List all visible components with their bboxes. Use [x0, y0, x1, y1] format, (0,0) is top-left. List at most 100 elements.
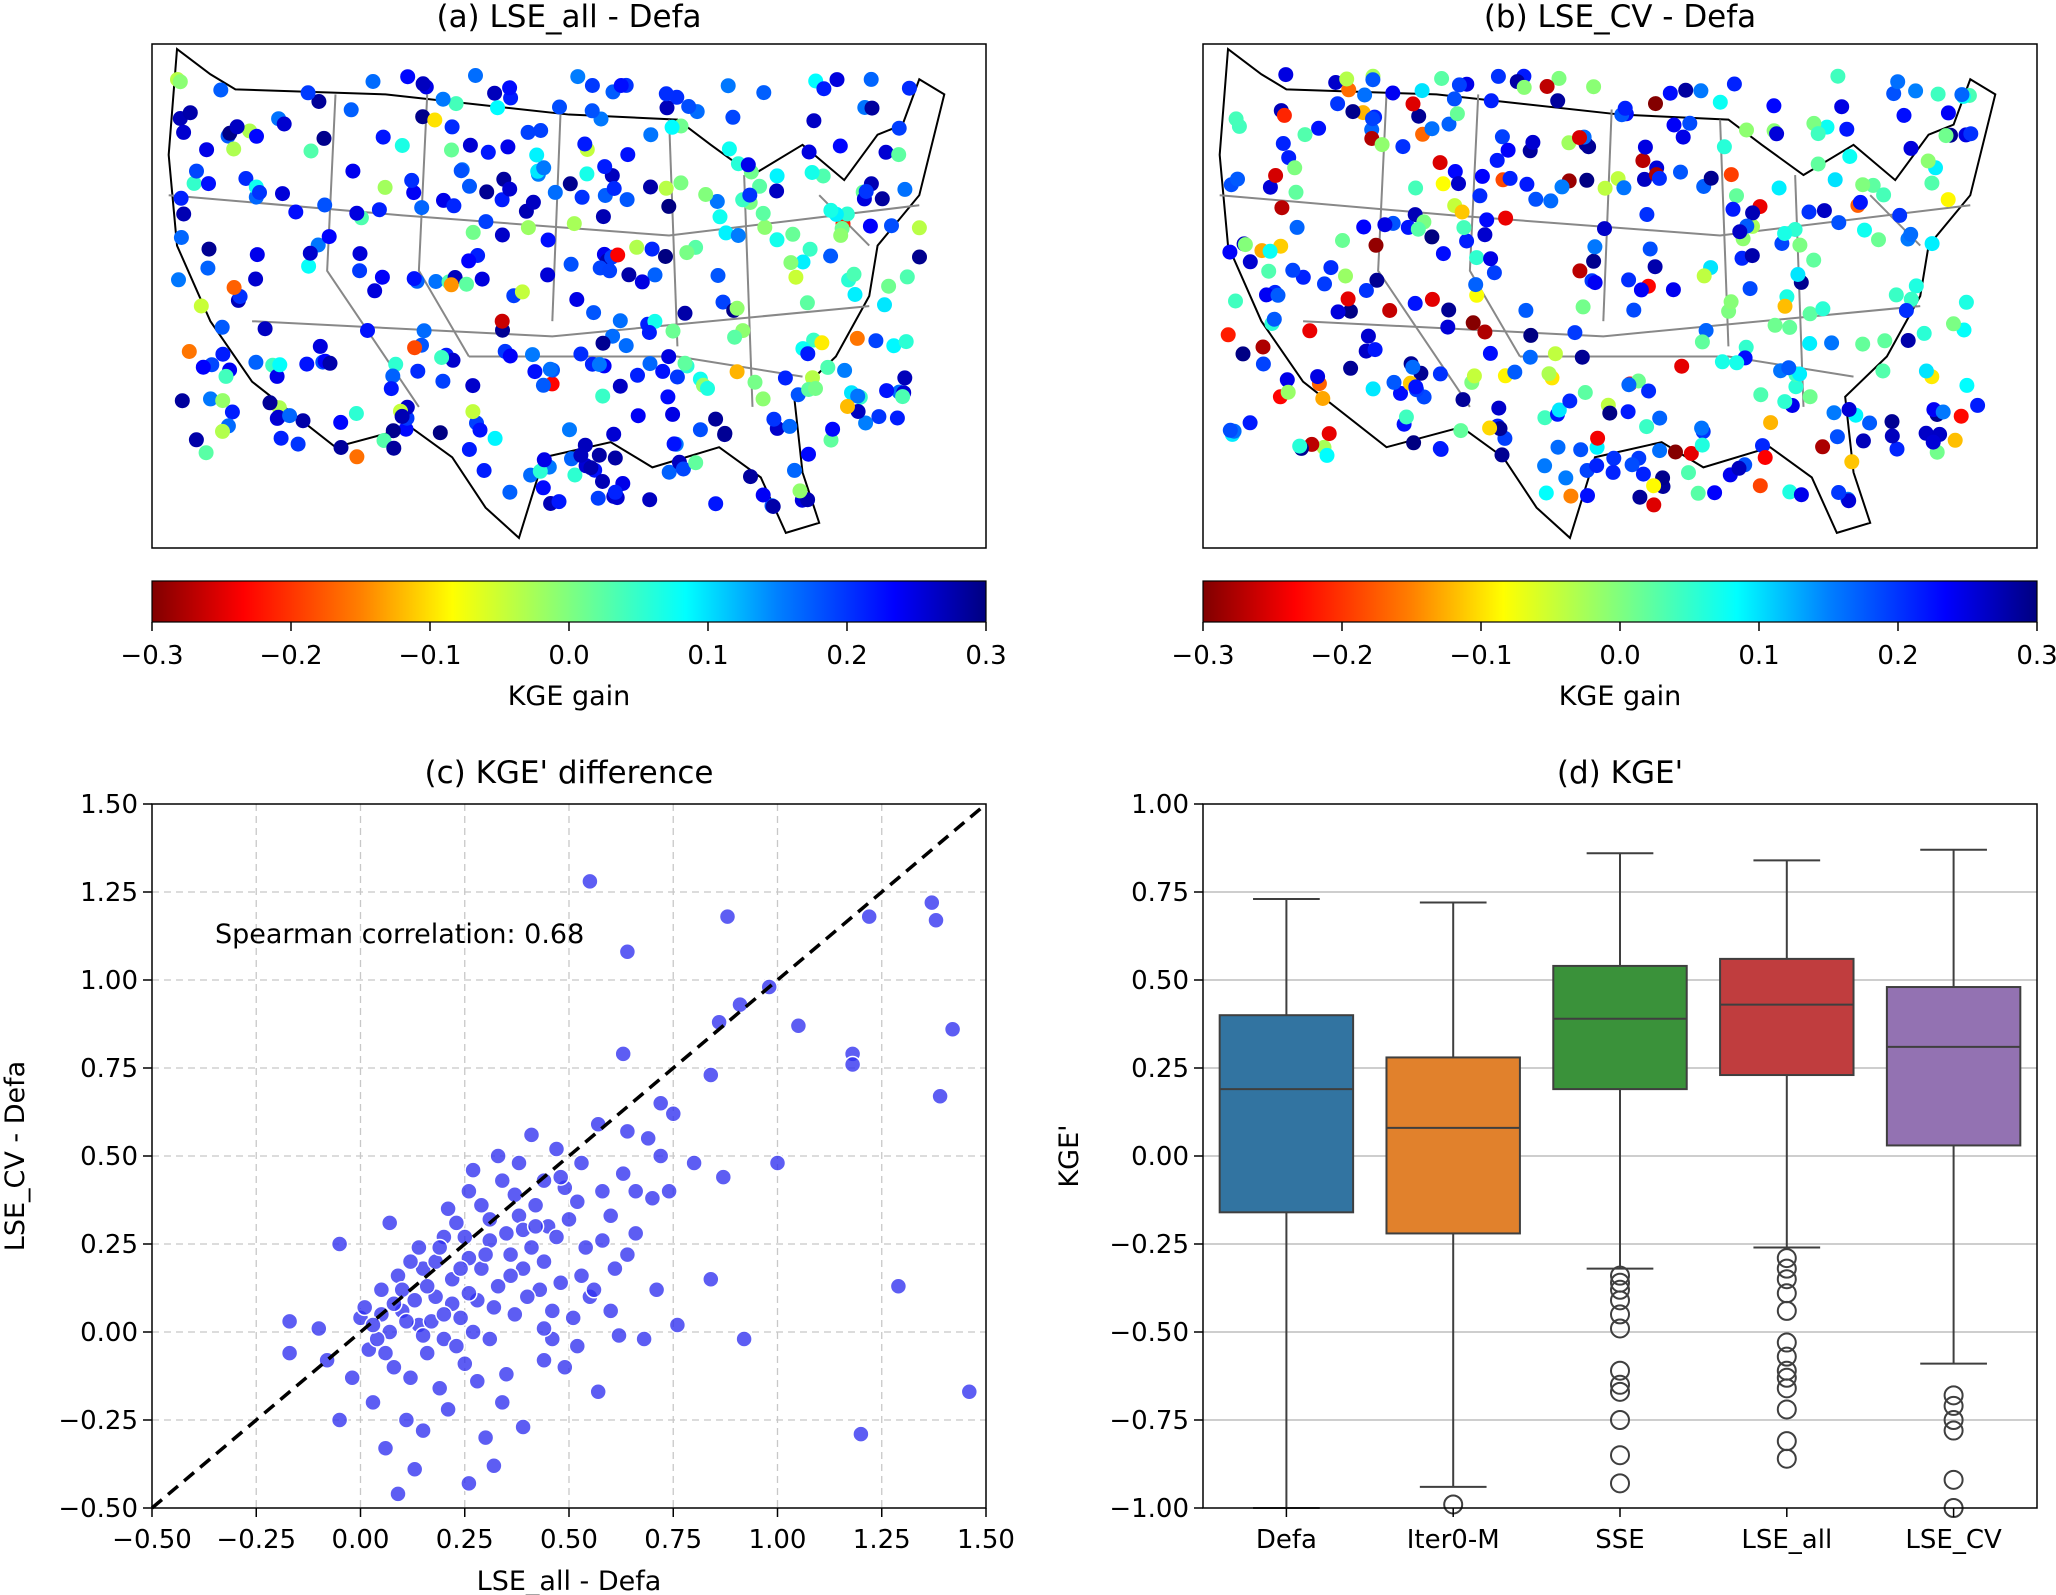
station-marker	[1302, 323, 1318, 339]
station-marker	[595, 335, 611, 351]
station-marker	[445, 352, 461, 368]
station-marker	[1810, 156, 1826, 172]
station-marker	[562, 422, 577, 438]
station-marker	[173, 190, 189, 206]
scatter-point	[430, 1379, 449, 1398]
station-marker	[1855, 177, 1871, 193]
station-marker	[1729, 188, 1744, 204]
x-tick-label: 1.00	[749, 1525, 807, 1555]
station-marker	[574, 189, 590, 205]
station-marker	[597, 159, 613, 175]
station-marker	[718, 225, 734, 241]
station-marker	[801, 446, 816, 462]
y-tick-label: −0.50	[1109, 1318, 1189, 1348]
station-marker	[1424, 121, 1440, 137]
station-marker	[1793, 487, 1809, 503]
station-marker	[1855, 336, 1871, 352]
station-marker	[1639, 207, 1655, 222]
station-marker	[613, 78, 629, 93]
outlier-marker	[1610, 1381, 1630, 1402]
scatter-point	[280, 1312, 299, 1331]
station-marker	[1739, 122, 1754, 138]
station-marker	[1723, 294, 1739, 310]
station-marker	[1826, 405, 1842, 421]
station-marker	[352, 246, 368, 262]
box-defa	[1218, 898, 1355, 1509]
station-marker	[1935, 404, 1951, 420]
station-marker	[536, 452, 552, 468]
station-marker	[1459, 233, 1475, 249]
station-marker	[1323, 260, 1339, 276]
station-marker	[1498, 210, 1514, 226]
station-marker	[1844, 454, 1860, 470]
station-marker	[465, 224, 481, 240]
scatter-point	[451, 1309, 470, 1327]
station-marker	[1732, 224, 1748, 240]
station-marker	[1590, 430, 1606, 446]
scatter-point	[526, 1217, 545, 1236]
station-marker	[886, 338, 902, 354]
station-marker	[1871, 232, 1886, 248]
y-tick-label: 1.50	[80, 790, 138, 820]
station-marker	[1731, 460, 1747, 476]
station-marker	[630, 367, 645, 383]
station-marker	[783, 255, 799, 271]
station-marker	[1903, 226, 1919, 242]
station-marker	[1729, 355, 1745, 371]
scatter-point	[931, 1087, 949, 1105]
station-marker	[1777, 298, 1793, 314]
station-marker	[669, 369, 685, 385]
station-marker	[1472, 188, 1488, 204]
x-tick-label: LSE_CV	[1905, 1525, 2002, 1555]
station-marker	[1297, 127, 1313, 143]
station-marker	[494, 227, 510, 243]
scatter-point	[464, 1161, 482, 1179]
scatter-point	[518, 1288, 537, 1306]
station-marker	[1632, 489, 1648, 505]
station-marker	[1682, 115, 1698, 131]
outlier-marker	[1776, 1332, 1797, 1353]
station-marker	[1946, 316, 1961, 332]
station-marker	[642, 356, 658, 372]
station-marker	[1938, 128, 1954, 144]
scatter-point	[280, 1344, 299, 1362]
scatter-point	[514, 1418, 532, 1436]
station-marker	[1646, 478, 1662, 494]
outlier-marker	[1776, 1448, 1797, 1469]
station-marker	[1782, 484, 1798, 500]
station-marker	[1447, 164, 1463, 179]
map-a-stations	[170, 68, 927, 514]
station-marker	[1525, 134, 1541, 150]
scatter-title: (c) KGE' difference	[424, 755, 713, 791]
station-marker	[494, 192, 510, 208]
station-marker	[410, 363, 426, 379]
station-marker	[1841, 493, 1857, 509]
station-marker	[1358, 283, 1374, 298]
scatter-point	[522, 1126, 541, 1144]
station-marker	[677, 355, 693, 371]
station-marker	[1395, 139, 1411, 155]
station-marker	[1877, 333, 1893, 349]
scatter-point	[626, 1182, 645, 1200]
colorbar-tick-label: 0.2	[826, 641, 867, 671]
scatter-point	[481, 1330, 499, 1348]
station-marker	[658, 180, 674, 196]
station-marker	[173, 230, 189, 245]
station-marker	[1801, 204, 1817, 220]
station-marker	[666, 436, 682, 452]
station-marker	[1642, 241, 1658, 257]
station-marker	[606, 181, 622, 196]
station-marker	[476, 463, 492, 478]
station-marker	[536, 160, 552, 176]
scatter-point	[522, 1238, 541, 1257]
scatter-point	[456, 1354, 474, 1373]
x-tick-label: 1.25	[853, 1525, 911, 1555]
station-marker	[1451, 176, 1466, 192]
station-marker	[1896, 107, 1912, 123]
station-marker	[1393, 385, 1408, 401]
station-marker	[692, 422, 708, 438]
station-marker	[1310, 369, 1326, 385]
station-marker	[1930, 86, 1946, 102]
station-marker	[573, 346, 589, 362]
scatter-point	[635, 1330, 653, 1348]
